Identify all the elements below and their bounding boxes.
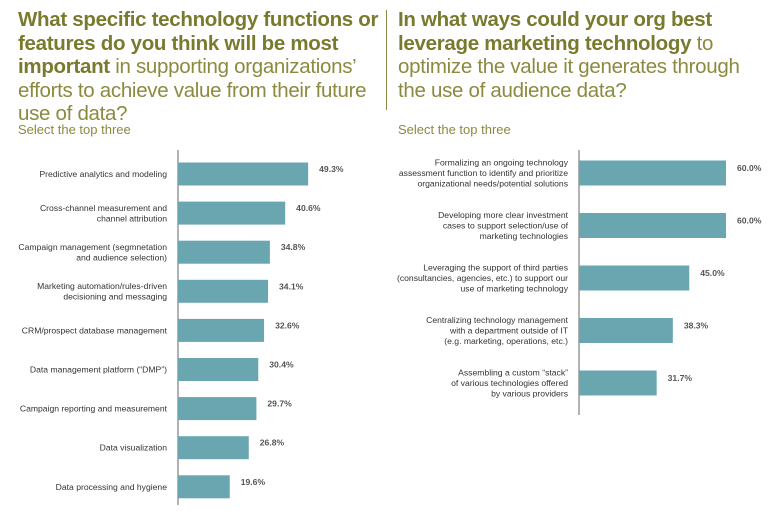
bar	[579, 265, 690, 291]
category-label-line: Data visualization	[100, 443, 168, 453]
category-label: Campaign management (segmnetation and aud…	[18, 242, 167, 263]
bar-value-label: 49.3%	[319, 164, 344, 174]
left-bar-chart: 49.3% Predictive analytics and modeling 40…	[18, 150, 344, 505]
left-select-note: Select the top three	[18, 122, 131, 137]
bar	[178, 358, 259, 381]
category-label: Campaign reporting and measurement	[20, 404, 168, 414]
bar	[579, 318, 673, 343]
bar	[178, 240, 270, 264]
category-label-line: (e.g. marketing, operations, etc.)	[444, 336, 568, 346]
right-headline: In what ways could your org best leverag…	[398, 8, 768, 102]
bar	[579, 160, 726, 186]
bar-value-label: 29.7%	[267, 399, 292, 409]
bar	[579, 370, 657, 396]
category-label: Data processing and hygiene	[56, 482, 168, 492]
category-label-line: Developing more clear investment	[438, 210, 569, 220]
category-label: Marketing automation/rules-driven decisio…	[37, 281, 167, 302]
bar	[178, 397, 257, 421]
bar	[178, 279, 269, 303]
category-label-line: use of marketing technology	[461, 284, 569, 294]
bar	[579, 213, 726, 238]
bar-value-label: 38.3%	[684, 321, 709, 331]
category-label-line: Campaign reporting and measurement	[20, 404, 168, 414]
category-label-line: Leveraging the support of third parties	[423, 263, 568, 273]
category-label-line: marketing technologies	[480, 231, 568, 241]
category-label-line: cases to support selection/use of	[443, 221, 569, 231]
bar	[178, 162, 309, 186]
bar	[178, 201, 286, 225]
category-label-line: by various providers	[491, 389, 568, 399]
panel-divider	[386, 10, 387, 110]
category-label-line: Predictive analytics and modeling	[39, 169, 167, 179]
category-label-line: Data management platform (“DMP”)	[30, 365, 167, 375]
category-label: Developing more clear investment cases to…	[438, 210, 569, 241]
category-label-line: Assembling a custom “stack”	[458, 368, 568, 378]
bar	[178, 318, 265, 342]
category-label-line: Cross-channel measurement and	[40, 203, 167, 213]
bar-value-label: 60.0%	[737, 216, 762, 226]
left-headline: What specific technology functions or fe…	[18, 8, 388, 126]
category-label-line: Marketing automation/rules-driven	[37, 281, 167, 291]
category-label-line: CRM/prospect database management	[22, 325, 168, 335]
category-label: Data management platform (“DMP”)	[30, 365, 167, 375]
bar-value-label: 26.8%	[260, 438, 285, 448]
bar-value-label: 45.0%	[700, 268, 725, 278]
category-label-line: and audience selection)	[76, 252, 167, 262]
category-label-line: of various technologies offered	[451, 378, 568, 388]
bar-value-label: 34.8%	[281, 242, 306, 252]
bar-value-label: 34.1%	[279, 281, 304, 291]
bar	[178, 436, 249, 460]
bar-value-label: 31.7%	[668, 373, 693, 383]
category-label-line: organizational needs/potential solutions	[418, 179, 569, 189]
category-label-line: Formalizing an ongoing technology	[435, 158, 569, 168]
category-label-line: (consultancies, agencies, etc.) to suppo…	[397, 273, 568, 283]
category-label-line: Data processing and hygiene	[56, 482, 168, 492]
category-label-line: Campaign management (segmnetation	[18, 242, 167, 252]
right-headline-bold: In what ways could your org best leverag…	[398, 8, 712, 55]
category-label-line: decisioning and messaging	[63, 292, 167, 302]
category-label-line: Centralizing technology management	[426, 315, 568, 325]
category-label: Assembling a custom “stack” of various te…	[451, 368, 568, 399]
category-label: Data visualization	[100, 443, 168, 453]
bar-value-label: 32.6%	[275, 320, 300, 330]
category-label: CRM/prospect database management	[22, 325, 168, 335]
left-headline-rest: in supporting organizations’ efforts to …	[18, 55, 367, 125]
bar-value-label: 19.6%	[241, 477, 266, 487]
category-label-line: channel attribution	[97, 213, 167, 223]
right-bar-chart: 60.0% Formalizing an ongoing technology as…	[397, 150, 762, 415]
right-panel: In what ways could your org best leverag…	[397, 0, 768, 511]
category-label: Formalizing an ongoing technology assessm…	[399, 158, 569, 189]
bar-value-label: 40.6%	[296, 203, 321, 213]
category-label: Predictive analytics and modeling	[39, 169, 167, 179]
category-label: Centralizing technology management with a…	[426, 315, 569, 346]
category-label-line: with a department outside of IT	[449, 326, 569, 336]
bar-value-label: 60.0%	[737, 163, 762, 173]
category-label: Leveraging the support of third parties(…	[397, 263, 569, 294]
category-label-line: assessment function to identify and prio…	[399, 168, 568, 178]
category-label: Cross-channel measurement and channel att…	[40, 203, 167, 224]
left-panel: What specific technology functions or fe…	[18, 8, 388, 505]
bar	[178, 475, 230, 499]
bar-value-label: 30.4%	[269, 360, 294, 370]
left-headline-bold: What specific technology functions or fe…	[18, 8, 379, 78]
right-select-note: Select the top three	[398, 122, 511, 137]
right-headline-rest: to optimize the value it generates throu…	[398, 31, 740, 102]
